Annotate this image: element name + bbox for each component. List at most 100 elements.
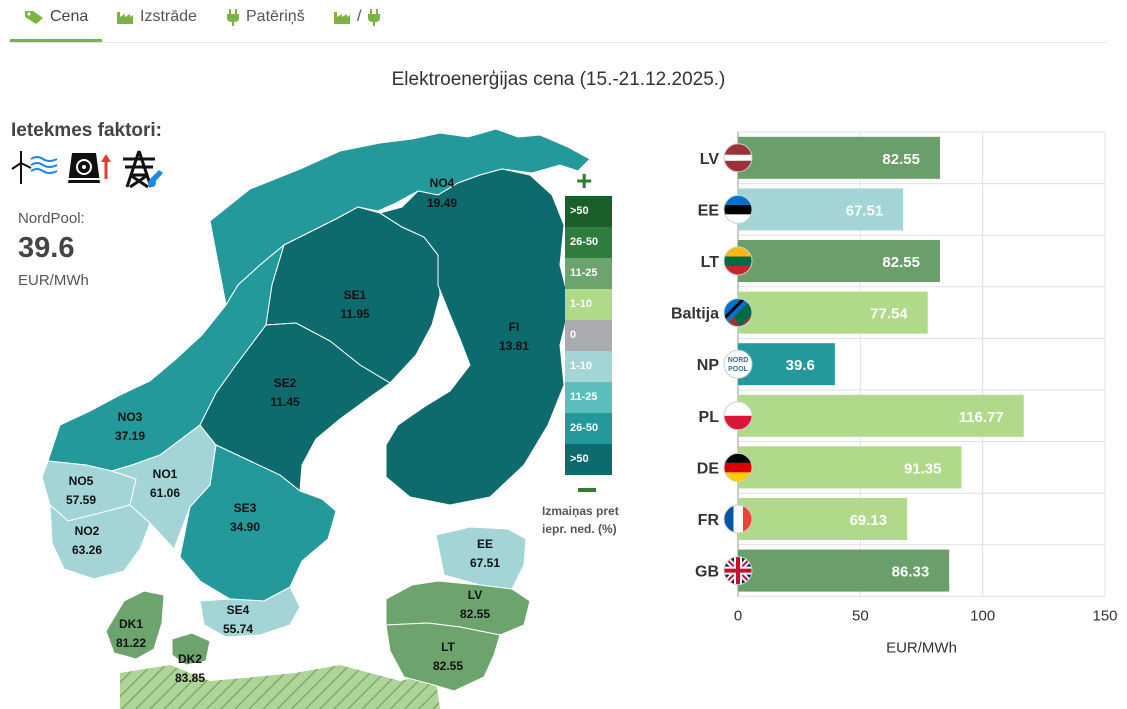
change-legend: >50 26-50 11-25 1-10 0 1-10 11-25 26-50 >50 xyxy=(565,196,612,475)
region-value-no5: 57.59 xyxy=(66,493,96,507)
x-tick-label: 150 xyxy=(1092,607,1117,624)
legend-minus-icon xyxy=(578,488,596,492)
legend-item: 11-25 xyxy=(565,382,612,413)
region-value-no3: 37.19 xyxy=(115,429,145,443)
tab-label: Patēriņš xyxy=(246,8,305,25)
nordpool-label: NordPool: xyxy=(18,210,85,227)
legend-item: >50 xyxy=(565,444,612,475)
bar-value-label: 82.55 xyxy=(882,254,920,271)
x-tick-label: 50 xyxy=(852,607,869,624)
tab-label: Izstrāde xyxy=(140,8,197,25)
flag-estonia-icon xyxy=(723,194,753,224)
nordpool-unit: EUR/MWh xyxy=(18,272,89,289)
price-map: NO4 19.49 SE1 11.95 FI 13.81 SE2 11.45 N… xyxy=(41,128,591,709)
x-axis-title: EUR/MWh xyxy=(886,639,957,656)
factor-icons xyxy=(11,149,165,194)
map-region-dk2[interactable] xyxy=(171,632,211,666)
tab-izstrade-paterins[interactable]: / xyxy=(333,8,381,42)
map-region-lt[interactable] xyxy=(385,622,501,692)
region-value-no2: 63.26 xyxy=(72,543,102,557)
legend-note: Izmaiņas pret iepr. ned. (%) xyxy=(542,502,619,538)
region-value-lv: 82.55 xyxy=(460,607,490,621)
region-name-fi: FI xyxy=(509,320,520,334)
flag-uk-icon xyxy=(723,556,753,586)
plug-icon xyxy=(367,8,381,32)
region-name-dk2: DK2 xyxy=(178,652,202,666)
region-value-no4: 19.49 xyxy=(427,196,457,210)
transmission-tower-repair-icon xyxy=(119,149,165,194)
region-value-no1: 61.06 xyxy=(150,486,180,500)
map-region-dk1[interactable] xyxy=(105,590,165,660)
x-tick-label: 100 xyxy=(970,607,995,624)
region-value-se2: 11.45 xyxy=(270,395,300,409)
region-value-dk2: 83.85 xyxy=(175,671,205,685)
map-region-fi[interactable] xyxy=(378,168,571,506)
category-label: PL xyxy=(699,409,720,426)
region-name-no1: NO1 xyxy=(153,467,178,481)
region-value-se3: 34.90 xyxy=(230,520,260,534)
region-name-no4: NO4 xyxy=(430,176,455,190)
nuclear-plant-up-icon xyxy=(65,149,113,194)
flag-poland-icon xyxy=(723,401,753,431)
region-name-se2: SE2 xyxy=(274,376,297,390)
wind-turbine-icon xyxy=(11,149,59,194)
category-label: GB xyxy=(695,564,719,581)
region-name-ee: EE xyxy=(477,537,493,551)
tab-label: / xyxy=(357,8,362,25)
bar xyxy=(738,394,1024,437)
flag-france-icon xyxy=(723,504,753,534)
svg-text:POOL: POOL xyxy=(728,366,749,373)
legend-item: >50 xyxy=(565,196,612,227)
region-name-lt: LT xyxy=(441,640,455,654)
bar xyxy=(738,549,950,592)
map-region-se2[interactable] xyxy=(199,322,391,492)
x-tick-label: 0 xyxy=(734,607,742,624)
tab-izstrade[interactable]: Izstrāde xyxy=(116,8,197,42)
flag-germany-icon xyxy=(723,452,753,482)
map-region-ee[interactable] xyxy=(435,526,527,590)
tab-cena[interactable]: Cena xyxy=(10,8,102,42)
nordpool-logo-icon: NORD POOL xyxy=(723,349,753,379)
bar-value-label: 116.77 xyxy=(959,409,1004,426)
flag-lithuania-icon xyxy=(723,246,753,276)
tab-paterins[interactable]: Patēriņš xyxy=(226,8,305,42)
legend-item: 26-50 xyxy=(565,413,612,444)
map-region-se3[interactable] xyxy=(179,444,337,602)
legend-note-line: iepr. ned. (%) xyxy=(542,522,617,536)
region-name-lv: LV xyxy=(468,588,482,602)
svg-text:NORD: NORD xyxy=(728,357,749,364)
region-value-fi: 13.81 xyxy=(499,339,529,353)
region-value-se4: 55.74 xyxy=(223,622,253,636)
bar-value-label: 39.6 xyxy=(786,357,815,374)
tag-icon xyxy=(24,8,44,30)
bar-value-label: 91.35 xyxy=(904,460,942,477)
category-label: LV xyxy=(700,151,720,168)
region-value-ee: 67.51 xyxy=(470,556,500,570)
bar xyxy=(738,343,835,386)
legend-item: 1-10 xyxy=(565,289,612,320)
category-label: DE xyxy=(697,460,720,477)
region-name-no2: NO2 xyxy=(75,524,100,538)
tab-label: Cena xyxy=(50,8,89,25)
region-name-no5: NO5 xyxy=(69,474,94,488)
tab-bar: Cena Izstrāde Patēriņš / xyxy=(10,0,1106,43)
map-region-se4[interactable] xyxy=(199,586,301,638)
category-label: LT xyxy=(701,254,720,271)
flag-baltic-icon xyxy=(723,298,753,328)
region-value-lt: 82.55 xyxy=(433,659,463,673)
category-label: Baltija xyxy=(671,306,719,323)
bar-value-label: 67.51 xyxy=(846,202,884,219)
region-name-no3: NO3 xyxy=(118,410,143,424)
map-region-no2[interactable] xyxy=(49,503,151,580)
factors-title: Ietekmes faktori: xyxy=(11,120,163,141)
bar xyxy=(738,136,940,179)
bar xyxy=(738,240,940,282)
bar-value-label: 86.33 xyxy=(892,564,930,581)
nordpool-value: 39.6 xyxy=(18,232,75,264)
plug-icon xyxy=(226,8,240,32)
bar-value-label: 77.54 xyxy=(870,306,908,323)
bar-value-label: 69.13 xyxy=(850,512,888,529)
region-value-dk1: 81.22 xyxy=(116,636,146,650)
price-bar-chart: LV 82.55 EE 67.51 LT 82.55 Baltija 77.54 NP 39.6 N… xyxy=(671,131,1118,656)
bar-value-label: 82.55 xyxy=(882,151,920,168)
